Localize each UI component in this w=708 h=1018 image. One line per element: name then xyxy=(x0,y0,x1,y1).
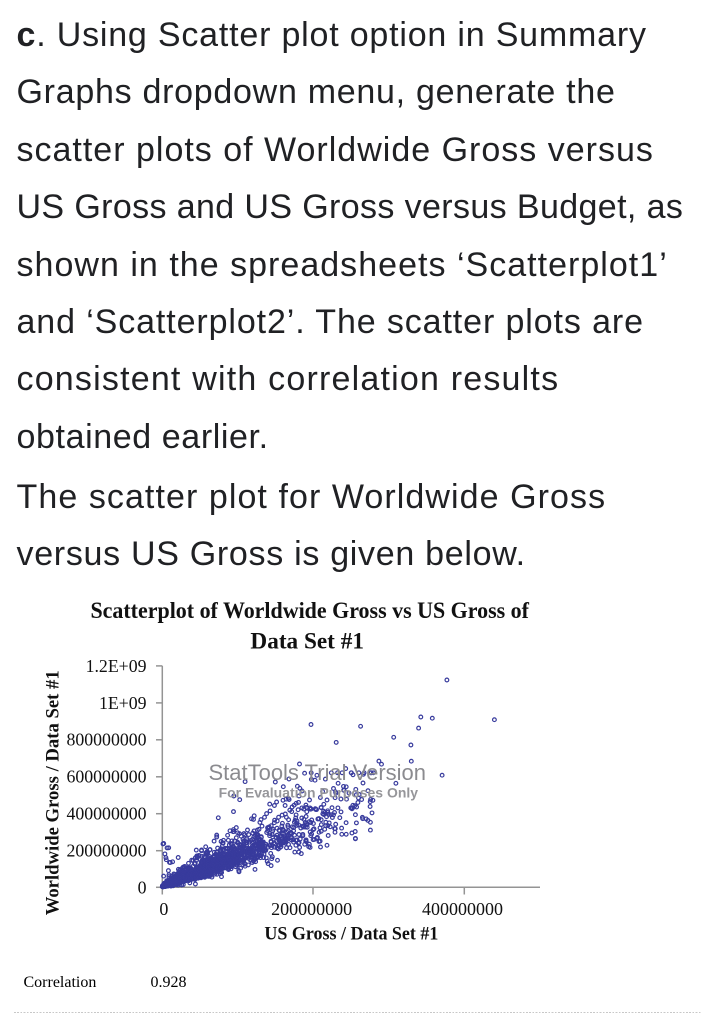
svg-text:200000000: 200000000 xyxy=(271,899,352,919)
svg-text:1E+09: 1E+09 xyxy=(99,693,147,713)
svg-text:StatTools Trial Version: StatTools Trial Version xyxy=(209,760,427,785)
svg-text:0: 0 xyxy=(159,899,168,919)
svg-text:400000000: 400000000 xyxy=(422,899,503,919)
svg-text:Data Set #1: Data Set #1 xyxy=(250,629,364,654)
svg-text:0: 0 xyxy=(138,878,147,898)
svg-text:1.2E+09: 1.2E+09 xyxy=(86,656,147,676)
svg-text:200000000: 200000000 xyxy=(66,841,146,861)
svg-text:Scatterplot of Worldwide Gross: Scatterplot of Worldwide Gross vs US Gro… xyxy=(90,598,529,623)
svg-text:600000000: 600000000 xyxy=(66,767,146,787)
svg-text:US Gross / Data Set #1: US Gross / Data Set #1 xyxy=(264,924,438,945)
svg-text:For Evaluation Purposes Only: For Evaluation Purposes Only xyxy=(219,785,419,801)
svg-text:Worldwide Gross / Data Set #1: Worldwide Gross / Data Set #1 xyxy=(43,670,64,915)
svg-text:800000000: 800000000 xyxy=(66,730,146,750)
svg-text:400000000: 400000000 xyxy=(66,804,146,824)
